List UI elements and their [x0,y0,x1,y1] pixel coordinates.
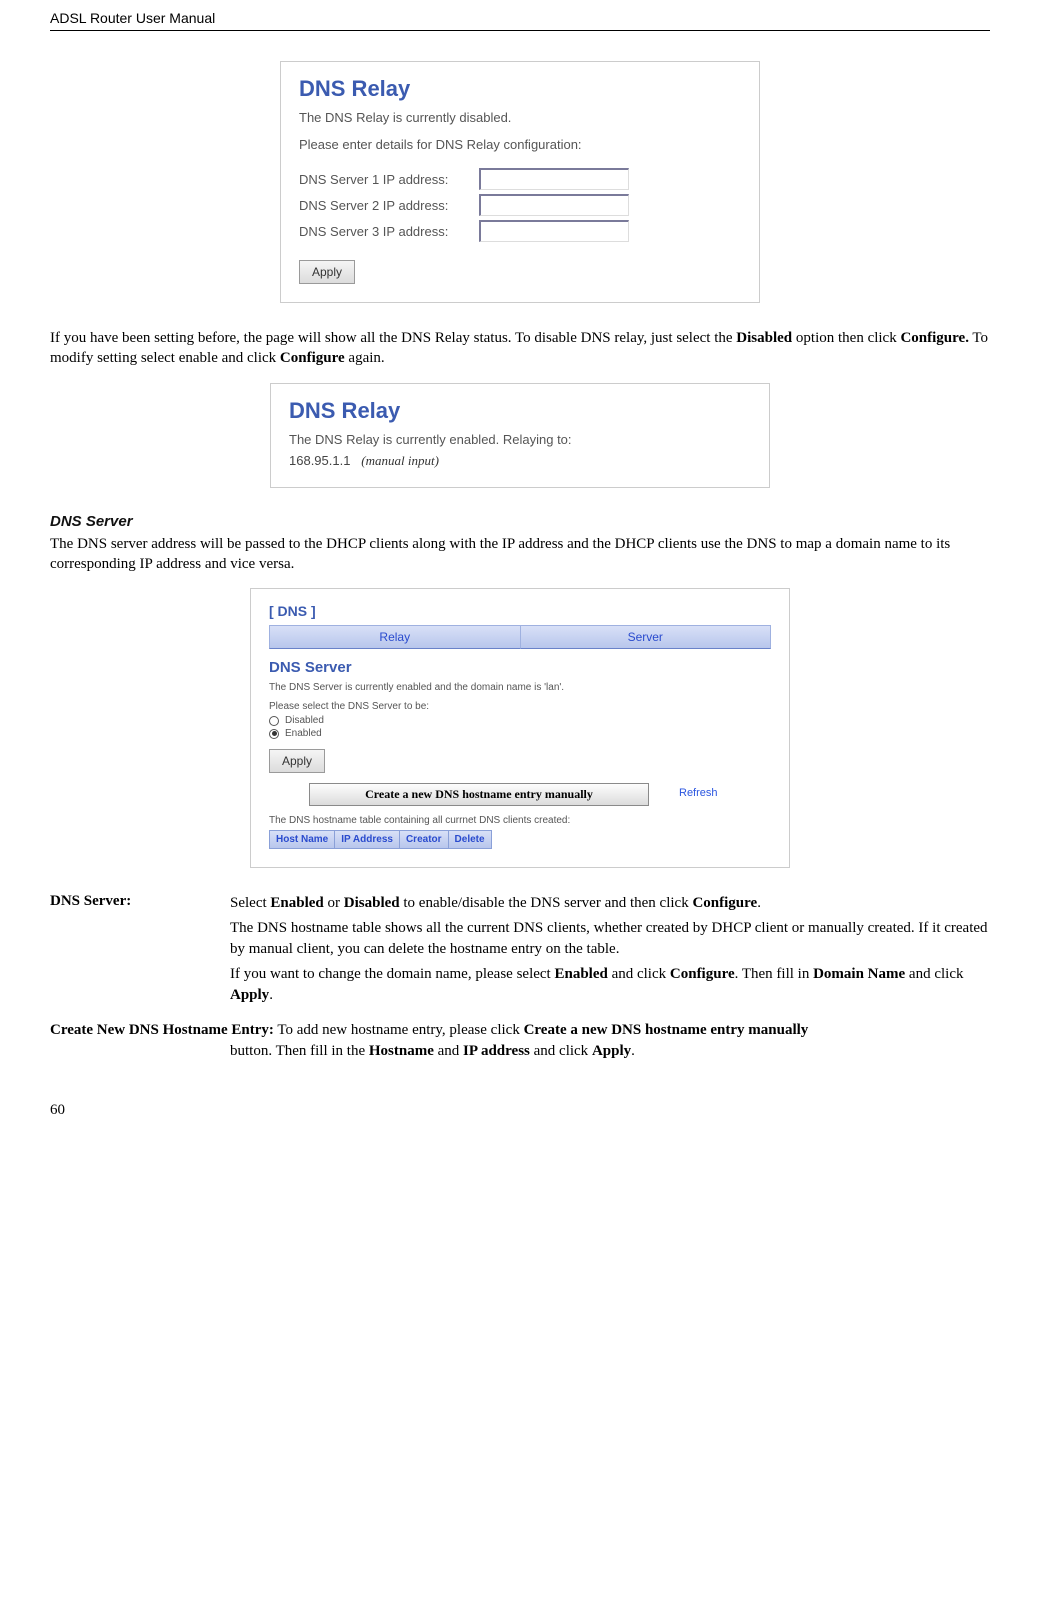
ss1-status: The DNS Relay is currently disabled. [299,110,741,125]
page-number: 60 [50,1102,990,1119]
definition-create-hostname: Create New DNS Hostname Entry: To add ne… [50,1020,990,1062]
radio-enabled-row[interactable]: Enabled [269,728,771,739]
apply-button[interactable]: Apply [299,260,355,284]
ss1-row-3: DNS Server 3 IP address: [299,220,741,242]
radio-enabled-label: Enabled [285,728,322,739]
ss2-ip: 168.95.1.1 [289,453,350,468]
ss1-prompt: Please enter details for DNS Relay confi… [299,137,741,152]
hostname-table-header: Host Name IP Address Creator Delete [269,830,771,849]
col-delete: Delete [449,830,492,849]
col-creator: Creator [400,830,449,849]
ss2-title: DNS Relay [289,398,751,424]
header-title: ADSL Router User Manual [50,10,215,26]
ss1-label-2: DNS Server 2 IP address: [299,198,479,213]
refresh-link[interactable]: Refresh [679,787,718,799]
ss3-line2: Please select the DNS Server to be: [269,701,771,712]
col-ip: IP Address [335,830,400,849]
ss1-row-2: DNS Server 2 IP address: [299,194,741,216]
ss3-tabs: Relay Server [269,625,771,649]
radio-disabled-label: Disabled [285,715,324,726]
radio-disabled-row[interactable]: Disabled [269,715,771,726]
screenshot-dns-relay-enabled: DNS Relay The DNS Relay is currently ena… [270,383,770,488]
dns-server-3-input[interactable] [479,220,629,242]
ss3-subhead: DNS Server [269,659,771,676]
ss1-row-1: DNS Server 1 IP address: [299,168,741,190]
ss3-line1: The DNS Server is currently enabled and … [269,682,771,693]
page-header: ADSL Router User Manual [50,0,990,31]
ss2-status: The DNS Relay is currently enabled. Rela… [289,432,751,447]
section-heading-dns-server: DNS Server [50,513,990,530]
ss3-line3: The DNS hostname table containing all cu… [269,815,771,826]
screenshot-dns-server: [ DNS ] Relay Server DNS Server The DNS … [250,588,790,868]
ss2-ip-row: 168.95.1.1 (manual input) [289,453,751,469]
dns-server-1-input[interactable] [479,168,629,190]
paragraph-2: The DNS server address will be passed to… [50,534,990,575]
ss2-note: (manual input) [361,453,439,468]
apply-button-2[interactable]: Apply [269,749,325,773]
ss1-title: DNS Relay [299,76,741,102]
paragraph-1: If you have been setting before, the pag… [50,328,990,369]
definition-dns-server: DNS Server: Select Enabled or Disabled t… [50,893,990,1010]
tab-server[interactable]: Server [521,625,772,649]
def-body-dns-server: Select Enabled or Disabled to enable/dis… [230,893,990,1010]
ss3-bracket: [ DNS ] [269,603,771,619]
ss1-label-3: DNS Server 3 IP address: [299,224,479,239]
def-term-dns-server: DNS Server: [50,893,230,1010]
dns-server-2-input[interactable] [479,194,629,216]
create-hostname-button[interactable]: Create a new DNS hostname entry manually [309,783,649,806]
tab-relay[interactable]: Relay [269,625,521,649]
create-refresh-row: Create a new DNS hostname entry manually… [269,773,771,812]
screenshot-dns-relay-config: DNS Relay The DNS Relay is currently dis… [280,61,760,303]
radio-enabled[interactable] [269,729,279,739]
col-hostname: Host Name [269,830,335,849]
ss1-label-1: DNS Server 1 IP address: [299,172,479,187]
radio-disabled[interactable] [269,716,279,726]
